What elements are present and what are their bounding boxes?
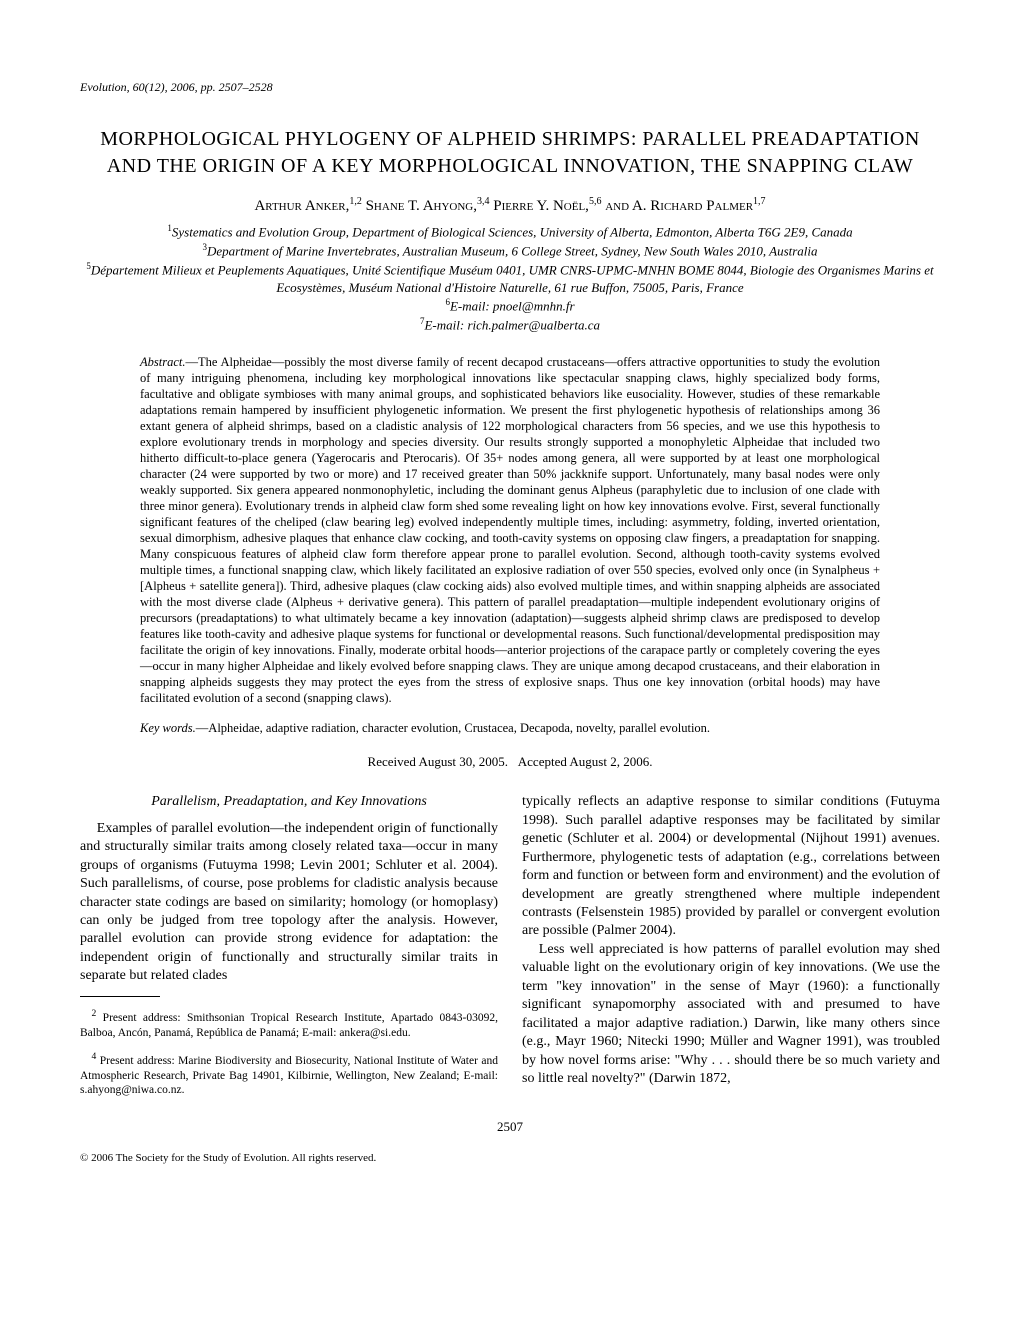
body-columns: Parallelism, Preadaptation, and Key Inno… (80, 793, 940, 1099)
keywords: Key words.—Alpheidae, adaptive radiation… (140, 720, 880, 736)
article-title: MORPHOLOGICAL PHYLOGENY OF ALPHEID SHRIM… (80, 126, 940, 180)
abstract-label: Abstract. (140, 355, 185, 369)
authors-line: Arthur Anker,1,2 Shane T. Ahyong,3,4 Pie… (80, 195, 940, 217)
affiliations: 1Systematics and Evolution Group, Depart… (80, 222, 940, 334)
body-paragraph: typically reflects an adaptive response … (522, 793, 940, 941)
dates-line: Received August 30, 2005. Accepted Augus… (80, 754, 940, 771)
page-number: 2507 (80, 1119, 940, 1136)
footnote-rule (80, 996, 160, 997)
abstract-text: —The Alpheidae—possibly the most diverse… (140, 355, 880, 705)
accepted-date: Accepted August 2, 2006. (518, 754, 653, 769)
body-paragraph: Examples of parallel evolution—the indep… (80, 820, 498, 986)
keywords-text: —Alpheidae, adaptive radiation, characte… (196, 721, 710, 735)
journal-header: Evolution, 60(12), 2006, pp. 2507–2528 (80, 80, 940, 96)
received-date: Received August 30, 2005. (368, 754, 508, 769)
copyright: © 2006 The Society for the Study of Evol… (80, 1151, 940, 1165)
abstract: Abstract.—The Alpheidae—possibly the mos… (140, 354, 880, 706)
section-heading: Parallelism, Preadaptation, and Key Inno… (80, 793, 498, 811)
keywords-label: Key words. (140, 721, 196, 735)
body-paragraph: Less well appreciated is how patterns of… (522, 941, 940, 1089)
footnote-2: 2 Present address: Smithsonian Tropical … (80, 1008, 498, 1040)
footnote-4: 4 Present address: Marine Biodiversity a… (80, 1051, 498, 1097)
